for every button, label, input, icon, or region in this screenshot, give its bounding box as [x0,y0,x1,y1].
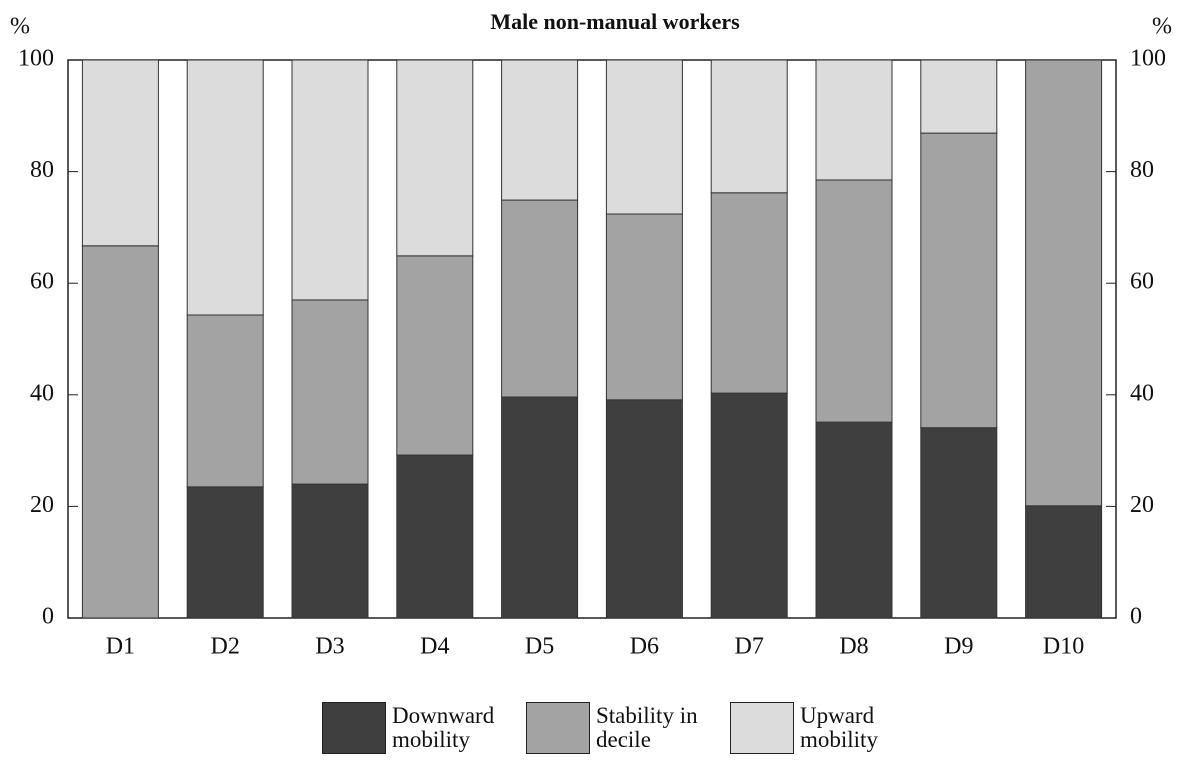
bar-segment [605,213,683,401]
bar-segment [920,427,998,619]
x-tick-label: D8 [839,634,868,660]
plot-frame [67,59,1117,619]
bar-segment [815,179,893,423]
bar-segment [396,59,474,257]
legend-swatch [322,702,386,754]
y2-tick-label: 40 [1130,380,1154,406]
y-tick-label: 60 [30,269,54,295]
y-axis-label: % [10,14,30,40]
bar-segment [605,59,683,215]
legend-label: Upward mobility [800,703,878,752]
x-tick-label: D2 [211,634,240,660]
y2-tick-label: 20 [1130,492,1154,518]
bar-segment [186,314,264,488]
y2-tick-label: 80 [1130,157,1154,183]
x-tick-label: D9 [944,634,973,660]
y-tick-label: 100 [18,46,54,72]
bar-segment [186,486,264,619]
x-tick-label: D6 [630,634,659,660]
x-tick-label: D10 [1043,634,1084,660]
x-tick-label: D4 [420,634,449,660]
bar-segment [501,199,579,398]
bar-segment [605,399,683,619]
bar-segment [81,59,159,247]
bar-segment [815,421,893,619]
y-tick-label: 80 [30,157,54,183]
bar-segment [710,59,788,194]
y-tick-label: 0 [42,604,54,630]
chart: Male non-manual workers % % 0 20 40 60 80 100… [10,9,1172,660]
bar-segment [501,59,579,201]
bar-segment [396,454,474,619]
bar-segment [81,245,159,619]
y2-tick-label: 100 [1130,46,1166,72]
y2-tick-label: 60 [1130,269,1154,295]
bar-segment [291,299,369,485]
legend-swatch [730,702,794,754]
y2-axis-label: % [1152,14,1172,40]
bar-segment [1025,59,1103,507]
bar-segment [815,59,893,181]
bar-segment [710,392,788,619]
legend-item: Stability in decile [526,702,716,754]
bar-segment [1025,505,1103,619]
legend-label: Downward mobility [392,703,495,752]
y-tick-label: 40 [30,380,54,406]
bar-segment [501,396,579,619]
x-tick-label: D5 [525,634,554,660]
bar-segment [920,59,998,134]
legend-swatch [526,702,590,754]
legend-label: Stability in decile [596,703,698,752]
y-tick-label: 20 [30,492,54,518]
bar-segment [396,255,474,456]
bar-segment [291,59,369,301]
legend-item: Downward mobility [322,702,512,754]
bar-segment [710,192,788,394]
bar-segment [291,483,369,619]
x-tick-label: D3 [315,634,344,660]
y2-tick-label: 0 [1130,604,1142,630]
legend-item: Upward mobility [730,702,920,754]
legend: Downward mobility Stability in decile Upwa… [322,702,920,754]
bar-segment [186,59,264,316]
x-tick-label: D1 [106,634,135,660]
chart-title: Male non-manual workers [490,9,740,34]
bar-segment [920,132,998,429]
x-tick-label: D7 [735,634,764,660]
